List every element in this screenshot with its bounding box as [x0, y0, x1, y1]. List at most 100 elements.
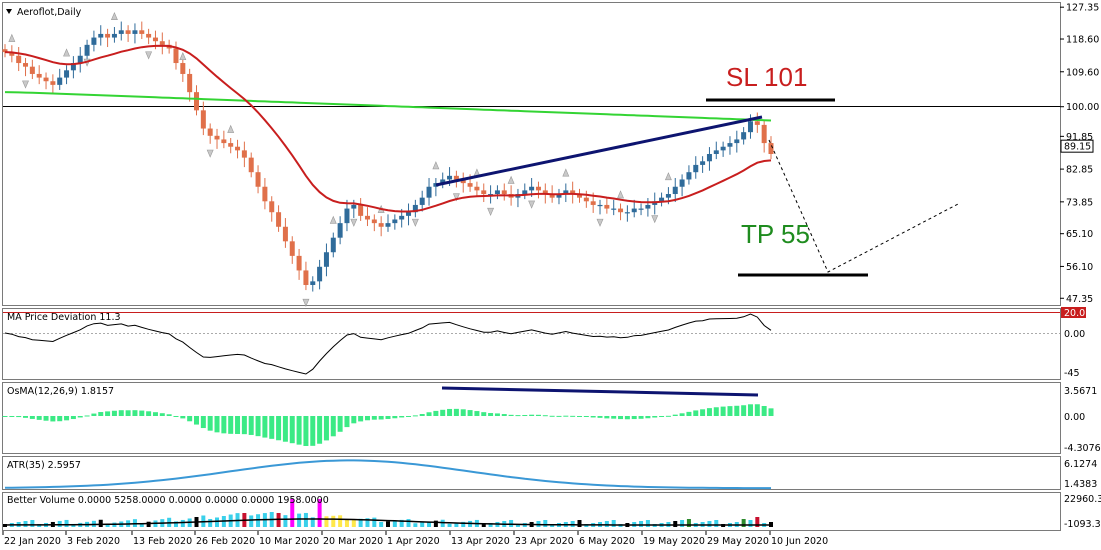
- osma-bar: [371, 416, 377, 420]
- fractal-arrow: [206, 149, 214, 158]
- stop-loss-label: SL 101: [726, 62, 807, 92]
- osma-bar: [754, 404, 760, 416]
- time-tick-label: 10 Mar 2020: [259, 536, 319, 547]
- osma-bar: [665, 415, 671, 417]
- fractal-arrow: [487, 207, 495, 216]
- candle-body: [426, 186, 432, 198]
- candle-body: [241, 150, 247, 158]
- volume-bar: [351, 519, 356, 527]
- volume-bar: [249, 515, 254, 527]
- osma-bar: [310, 416, 316, 446]
- price-tick-label: 73.85: [1066, 197, 1093, 208]
- candle-body: [645, 204, 651, 209]
- volume-bar: [577, 519, 582, 527]
- candle-body: [262, 186, 268, 202]
- candle-body: [358, 204, 364, 216]
- candle-body: [269, 201, 275, 213]
- osma-bar: [125, 410, 131, 416]
- volume-panel-frame: [2, 492, 1061, 531]
- osma-bar: [686, 411, 692, 416]
- osma-bar: [645, 416, 651, 419]
- candle-body: [248, 157, 254, 173]
- candle-body: [440, 179, 446, 184]
- osma-bar: [556, 415, 562, 417]
- osma-bar: [706, 408, 712, 416]
- osma-bar: [611, 416, 617, 419]
- osma-bar: [672, 414, 678, 416]
- fractal-arrow: [179, 51, 187, 61]
- candle-body: [29, 66, 35, 74]
- osma-bar: [563, 415, 569, 417]
- candle-body: [364, 215, 370, 220]
- candle-body: [542, 190, 548, 195]
- candle-body: [713, 150, 719, 154]
- candle-body: [344, 208, 350, 224]
- candle-body: [522, 190, 528, 195]
- candle-body: [529, 186, 535, 191]
- osma-bar: [139, 410, 145, 416]
- time-tick-label: 22 Jan 2020: [4, 536, 61, 547]
- candle-body: [330, 237, 336, 253]
- candle-body: [727, 143, 733, 147]
- osma-bar: [118, 410, 124, 416]
- volume-bar: [344, 519, 349, 527]
- volume-bar: [748, 520, 753, 527]
- candle-body: [583, 197, 589, 202]
- volume-bar: [461, 521, 466, 527]
- volume-bar: [413, 523, 418, 527]
- volume-bar: [570, 520, 575, 527]
- osma-bar: [501, 414, 507, 416]
- osma-trendline: [441, 386, 759, 397]
- osma-bar: [173, 416, 179, 417]
- osma-bar: [159, 413, 165, 416]
- candle-body: [453, 175, 459, 180]
- fractal-arrow: [528, 200, 536, 209]
- osma-bar: [255, 416, 261, 437]
- volume-bar: [146, 521, 151, 527]
- osma-bar: [768, 408, 774, 416]
- osma-bar: [180, 416, 186, 419]
- osma-bar: [597, 416, 603, 418]
- time-tick-label: 20 Mar 2020: [323, 536, 383, 547]
- osma-bar: [761, 405, 767, 416]
- candles: [2, 21, 774, 292]
- osma-bar: [166, 414, 172, 416]
- osma-bar: [50, 416, 56, 422]
- osma-bar: [727, 406, 733, 416]
- volume-bar: [297, 513, 302, 527]
- osma-bar: [720, 406, 726, 416]
- volume-tick-high: 22960.35: [1064, 494, 1101, 505]
- osma-title: OsMA(12,26,9) 1.8157: [7, 386, 114, 397]
- volume-bar: [645, 520, 650, 527]
- candle-body: [761, 124, 767, 144]
- price-tick-label: 109.60: [1066, 67, 1099, 78]
- candle-body: [200, 110, 206, 129]
- volume-bar: [105, 523, 110, 527]
- osma-bar: [481, 412, 487, 416]
- candle-body: [9, 52, 15, 56]
- osma-bar: [84, 415, 90, 417]
- price-tick-label: 47.35: [1066, 294, 1093, 305]
- candle-body: [310, 281, 316, 285]
- osma-bar: [433, 410, 439, 416]
- osma-bar: [392, 416, 398, 419]
- candle-body: [501, 190, 507, 195]
- volume-bar: [680, 520, 685, 527]
- candle-body: [207, 128, 213, 136]
- candle-body: [351, 204, 357, 209]
- candle-body: [337, 223, 343, 238]
- candle-body: [36, 73, 42, 78]
- fractal-arrow: [432, 161, 440, 170]
- candle-body: [706, 154, 712, 162]
- candle-body: [433, 183, 439, 187]
- volume-bar: [324, 516, 329, 527]
- volume-bar: [303, 512, 308, 527]
- osma-bar: [364, 416, 370, 421]
- osma-bar: [187, 416, 193, 422]
- candle-body: [371, 219, 377, 224]
- osma-bar: [132, 410, 138, 416]
- time-axis: 22 Jan 2020 3 Feb 2020 13 Feb 2020 26 Feb 2…: [2, 531, 828, 547]
- osma-bar: [467, 410, 473, 416]
- menu-triangle-icon[interactable]: [6, 9, 12, 14]
